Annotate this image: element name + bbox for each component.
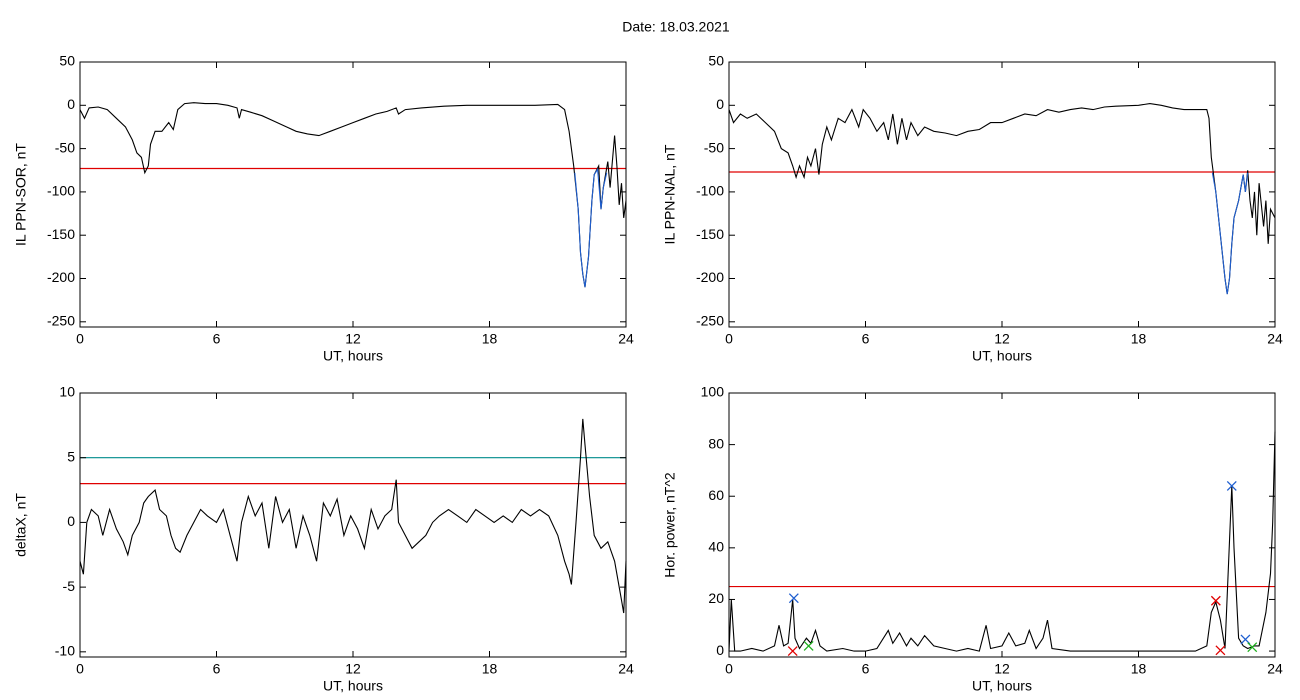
y-tick-label: 0	[67, 513, 75, 529]
y-tick-label: -150	[47, 226, 75, 242]
data-line	[574, 167, 608, 288]
x-tick-label: 12	[345, 661, 361, 677]
y-tick-label: -150	[696, 226, 724, 242]
y-axis-label: IL PPN-NAL, nT	[662, 144, 678, 244]
plot-frame	[79, 61, 627, 328]
x-axis-label: UT, hours	[972, 348, 1032, 364]
y-axis-label: IL PPN-SOR, nT	[13, 143, 29, 246]
y-tick-label: -5	[63, 578, 76, 594]
y-tick-label: -100	[47, 183, 75, 199]
y-tick-label: 60	[708, 487, 724, 503]
y-tick-label: 10	[59, 384, 75, 400]
y-tick-label: 5	[67, 448, 75, 464]
y-tick-label: -10	[55, 643, 75, 659]
x-tick-label: 0	[725, 331, 733, 347]
y-tick-label: 50	[708, 53, 724, 69]
x-marker	[803, 640, 814, 651]
x-tick-label: 12	[345, 331, 361, 347]
x-tick-label: 0	[725, 661, 733, 677]
x-tick-label: 0	[76, 331, 84, 347]
page-title: Date: 18.03.2021	[622, 19, 730, 35]
y-tick-label: 0	[716, 642, 724, 658]
x-tick-label: 24	[618, 331, 634, 347]
x-marker	[1215, 645, 1226, 656]
data-line	[79, 102, 627, 288]
data-line	[728, 431, 1276, 652]
y-tick-label: -50	[704, 139, 724, 155]
y-tick-label: -200	[696, 269, 724, 285]
y-tick-label: -250	[696, 313, 724, 329]
x-tick-label: 24	[1267, 661, 1283, 677]
x-tick-label: 0	[76, 661, 84, 677]
x-tick-label: 24	[1267, 331, 1283, 347]
data-line	[728, 103, 1276, 295]
x-tick-label: 18	[1131, 331, 1147, 347]
y-tick-label: 20	[708, 590, 724, 606]
data-line	[79, 418, 627, 614]
x-tick-label: 6	[213, 661, 221, 677]
plot-frame	[728, 61, 1276, 328]
x-marker	[1210, 595, 1221, 606]
panel: 100 80 60 40 20 00 6 12 18 24 UT, hours Hor. power,…	[662, 384, 1283, 694]
x-tick-label: 6	[213, 331, 221, 347]
y-tick-label: 0	[716, 96, 724, 112]
y-tick-label: 40	[708, 539, 724, 555]
y-axis-label: Hor. power, nT^2	[662, 472, 678, 578]
x-axis-label: UT, hours	[972, 678, 1032, 694]
x-tick-label: 18	[482, 661, 498, 677]
x-tick-label: 12	[994, 331, 1010, 347]
y-tick-label: 50	[59, 53, 75, 69]
x-tick-label: 12	[994, 661, 1010, 677]
y-tick-label: -100	[696, 183, 724, 199]
x-axis-label: UT, hours	[323, 678, 383, 694]
y-axis-label: deltaX, nT	[13, 493, 29, 557]
x-tick-label: 6	[862, 661, 870, 677]
y-tick-label: -200	[47, 269, 75, 285]
data-line	[1211, 172, 1249, 295]
y-tick-label: 100	[701, 384, 725, 400]
x-tick-label: 18	[1131, 661, 1147, 677]
y-tick-label: 80	[708, 435, 724, 451]
x-marker	[1240, 634, 1251, 645]
y-tick-label: -50	[55, 139, 75, 155]
x-marker	[788, 593, 799, 604]
x-marker	[1226, 480, 1237, 491]
plot-frame	[728, 392, 1276, 658]
y-tick-label: -250	[47, 313, 75, 329]
y-tick-label: 0	[67, 96, 75, 112]
x-marker	[787, 646, 798, 657]
x-tick-label: 24	[618, 661, 634, 677]
x-marker	[1247, 642, 1258, 653]
x-tick-label: 6	[862, 331, 870, 347]
plot-frame	[79, 392, 627, 658]
x-axis-label: UT, hours	[323, 348, 383, 364]
x-tick-label: 18	[482, 331, 498, 347]
